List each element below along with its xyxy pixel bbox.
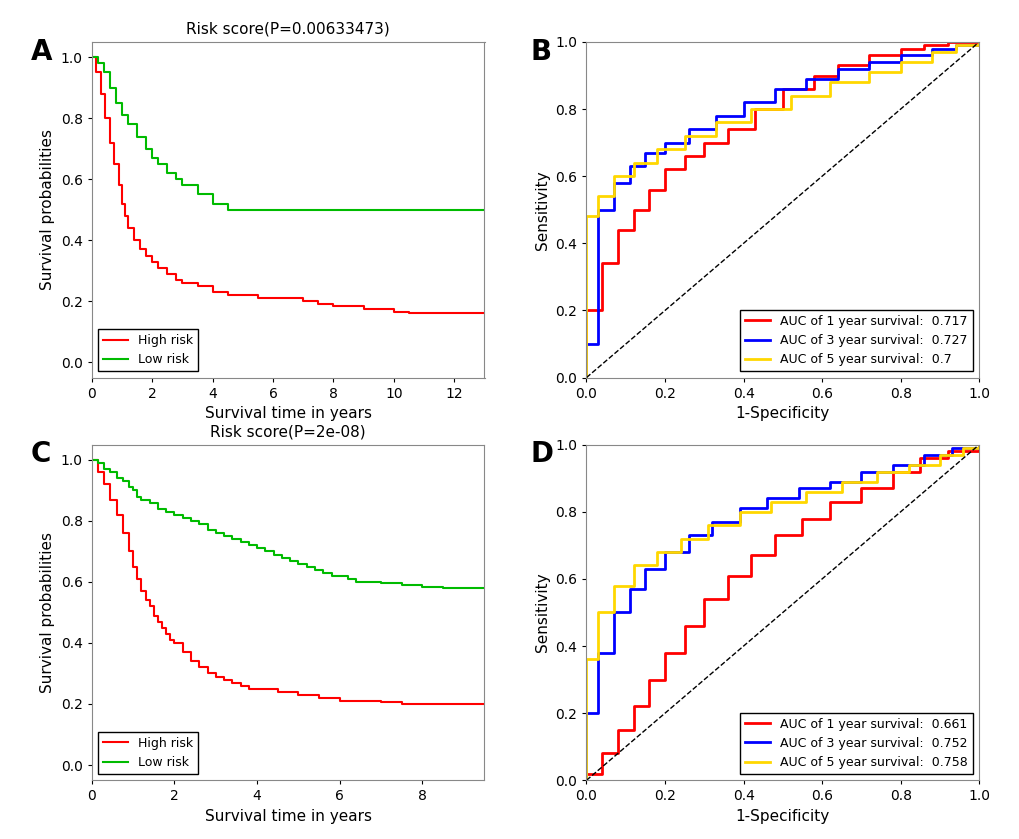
Text: B: B [530, 38, 551, 65]
X-axis label: Survival time in years: Survival time in years [205, 809, 371, 824]
X-axis label: Survival time in years: Survival time in years [205, 406, 371, 421]
Y-axis label: Sensitivity: Sensitivity [534, 170, 549, 249]
Y-axis label: Survival probabilities: Survival probabilities [40, 129, 55, 290]
Legend: AUC of 1 year survival:  0.661, AUC of 3 year survival:  0.752, AUC of 5 year su: AUC of 1 year survival: 0.661, AUC of 3 … [740, 712, 972, 774]
Legend: High risk, Low risk: High risk, Low risk [98, 329, 198, 372]
Y-axis label: Survival probabilities: Survival probabilities [40, 532, 55, 693]
X-axis label: 1-Specificity: 1-Specificity [735, 406, 829, 421]
X-axis label: 1-Specificity: 1-Specificity [735, 809, 829, 824]
Legend: High risk, Low risk: High risk, Low risk [98, 732, 198, 774]
Text: A: A [31, 38, 52, 65]
Title: Risk score(P=2e-08): Risk score(P=2e-08) [210, 425, 366, 440]
Legend: AUC of 1 year survival:  0.717, AUC of 3 year survival:  0.727, AUC of 5 year su: AUC of 1 year survival: 0.717, AUC of 3 … [740, 310, 972, 372]
Text: D: D [530, 440, 553, 468]
Text: C: C [31, 440, 51, 468]
Title: Risk score(P=0.00633473): Risk score(P=0.00633473) [186, 22, 389, 37]
Y-axis label: Sensitivity: Sensitivity [534, 573, 549, 652]
